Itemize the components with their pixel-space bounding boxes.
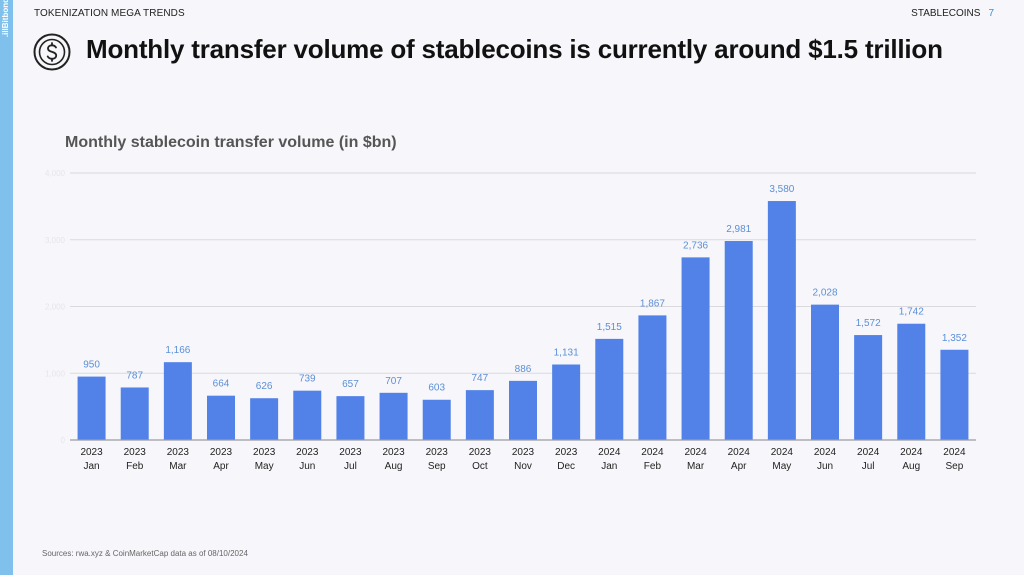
x-tick-month: Aug: [902, 461, 920, 472]
x-tick-month: Dec: [557, 461, 575, 472]
x-tick-month: Feb: [126, 461, 144, 472]
source-footnote: Sources: rwa.xyz & CoinMarketCap data as…: [42, 549, 248, 558]
x-tick-month: Jun: [299, 461, 315, 472]
data-label: 603: [428, 383, 445, 394]
x-tick-year: 2023: [555, 447, 578, 458]
x-tick-year: 2023: [167, 447, 190, 458]
x-tick-year: 2024: [900, 447, 923, 458]
bar: [422, 399, 451, 440]
x-tick-year: 2024: [814, 447, 837, 458]
x-tick-year: 2024: [598, 447, 621, 458]
data-label: 707: [385, 376, 402, 387]
page-number: 7: [988, 8, 994, 19]
data-label: 3,580: [769, 184, 794, 195]
bar: [250, 398, 279, 440]
x-tick-month: Mar: [687, 461, 705, 472]
bar: [465, 390, 494, 440]
bar: [595, 338, 624, 440]
x-tick-year: 2024: [728, 447, 751, 458]
x-tick-year: 2024: [641, 447, 664, 458]
x-tick-year: 2023: [253, 447, 276, 458]
y-tick-label: 3,000: [45, 236, 66, 245]
x-tick-year: 2024: [943, 447, 966, 458]
page-title: Monthly transfer volume of stablecoins i…: [86, 34, 943, 64]
brand-strip: .illBitbond: [0, 0, 13, 575]
x-tick-month: Aug: [385, 461, 403, 472]
x-tick-month: Oct: [472, 461, 488, 472]
data-label: 886: [515, 364, 532, 375]
data-label: 787: [126, 370, 143, 381]
y-tick-label: 1,000: [45, 369, 66, 378]
bar: [940, 349, 969, 440]
bar: [854, 335, 883, 440]
data-label: 1,131: [554, 348, 579, 359]
bar: [897, 323, 926, 440]
data-label: 950: [83, 360, 100, 371]
x-tick-month: Mar: [169, 461, 187, 472]
y-tick-label: 4,000: [45, 169, 66, 178]
x-tick-month: Jan: [601, 461, 617, 472]
x-tick-month: Jul: [862, 461, 875, 472]
data-label: 664: [213, 379, 230, 390]
data-label: 1,166: [165, 345, 190, 356]
x-tick-month: May: [255, 461, 274, 472]
data-label: 2,028: [812, 288, 837, 299]
data-label: 2,736: [683, 240, 708, 251]
data-label: 1,352: [942, 333, 967, 344]
x-tick-month: Jul: [344, 461, 357, 472]
x-tick-year: 2024: [857, 447, 880, 458]
data-label: 739: [299, 374, 316, 385]
topic-header: STABLECOINS 7: [911, 8, 994, 19]
data-label: 1,515: [597, 322, 622, 333]
y-tick-label: 2,000: [45, 303, 66, 312]
data-label: 1,572: [856, 318, 881, 329]
x-tick-month: Jun: [817, 461, 833, 472]
x-tick-month: May: [772, 461, 791, 472]
dollar-coin-icon: [33, 33, 71, 71]
x-tick-year: 2023: [426, 447, 449, 458]
x-tick-year: 2023: [296, 447, 319, 458]
section-label: TOKENIZATION MEGA TRENDS: [34, 8, 185, 19]
data-label: 1,867: [640, 298, 665, 309]
x-tick-year: 2023: [80, 447, 103, 458]
bar: [724, 241, 753, 440]
bar: [767, 201, 796, 440]
bar: [379, 392, 408, 440]
x-tick-year: 2023: [210, 447, 233, 458]
data-label: 2,981: [726, 224, 751, 235]
data-label: 657: [342, 379, 359, 390]
x-tick-year: 2023: [512, 447, 535, 458]
x-tick-year: 2023: [469, 447, 492, 458]
data-label: 626: [256, 381, 273, 392]
data-label: 1,742: [899, 307, 924, 318]
bar: [681, 257, 710, 440]
bar: [207, 395, 235, 440]
chart-title: Monthly stablecoin transfer volume (in $…: [65, 134, 397, 151]
x-tick-month: Sep: [946, 461, 964, 472]
bar: [120, 387, 149, 440]
bar: [811, 304, 839, 440]
x-tick-month: Feb: [644, 461, 662, 472]
x-tick-month: Sep: [428, 461, 446, 472]
bar: [293, 390, 322, 440]
x-tick-month: Apr: [731, 461, 747, 472]
x-tick-year: 2024: [684, 447, 707, 458]
data-label: 747: [472, 373, 489, 384]
x-tick-month: Apr: [213, 461, 229, 472]
x-tick-year: 2023: [382, 447, 405, 458]
bar: [336, 396, 365, 440]
y-tick-label: 0: [61, 436, 66, 445]
x-tick-month: Nov: [514, 461, 532, 472]
bar: [509, 380, 537, 440]
topic-label: STABLECOINS: [911, 8, 981, 19]
bar: [163, 362, 192, 440]
x-tick-month: Jan: [84, 461, 100, 472]
x-tick-year: 2023: [339, 447, 362, 458]
x-tick-year: 2023: [124, 447, 147, 458]
x-tick-year: 2024: [771, 447, 794, 458]
bar: [638, 315, 667, 440]
bar: [77, 376, 106, 440]
bar: [552, 364, 581, 440]
